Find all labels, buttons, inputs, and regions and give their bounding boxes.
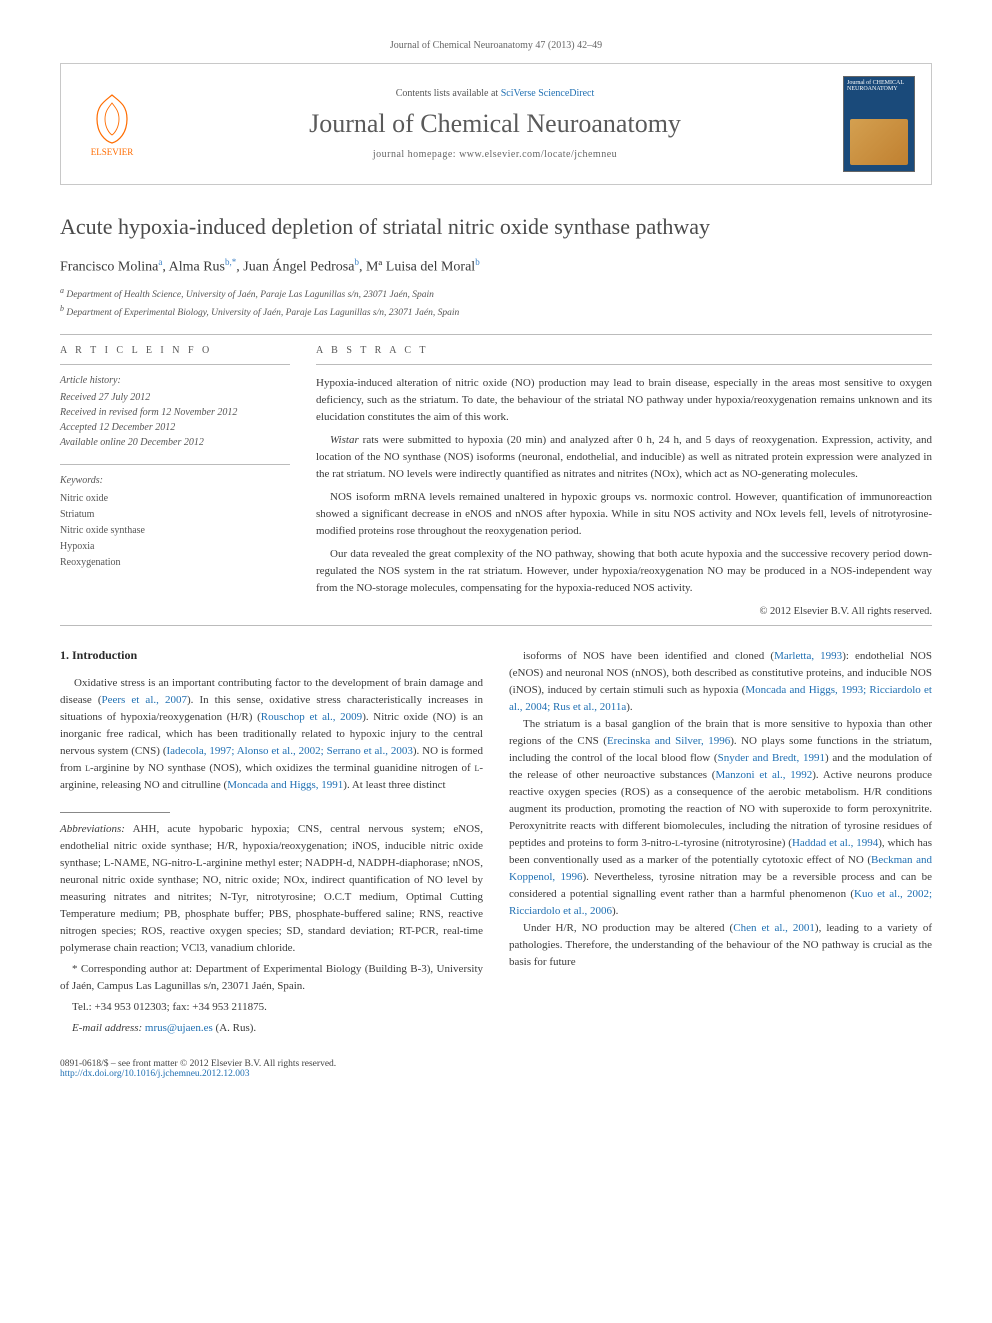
banner-center: Contents lists available at SciVerse Sci… [147,88,843,160]
abstract-label: A B S T R A C T [316,345,932,356]
affil-b: b Department of Experimental Biology, Un… [60,303,932,320]
journal-banner: ELSEVIER Contents lists available at Sci… [60,63,932,185]
history-label: Article history: [60,373,290,388]
homepage-prefix: journal homepage: [373,149,459,160]
running-head: Journal of Chemical Neuroanatomy 47 (201… [60,40,932,51]
footnote-rule [60,812,170,813]
body-para: Under H/R, NO production may be altered … [509,920,932,971]
homepage-line: journal homepage: www.elsevier.com/locat… [159,149,831,160]
history-line: Received in revised form 12 November 201… [60,407,237,418]
keyword: Hypoxia [60,541,94,552]
cover-text: Journal of CHEMICAL NEUROANATOMY [847,80,904,92]
issn-line: 0891-0618/$ – see front matter © 2012 El… [60,1059,336,1069]
author-list: Francisco Molinaa, Alma Rusb,*, Juan Áng… [60,257,932,276]
abstract-column: A B S T R A C T Hypoxia-induced alterati… [316,345,932,617]
doi-link[interactable]: http://dx.doi.org/10.1016/j.jchemneu.201… [60,1069,250,1079]
keyword: Nitric oxide synthase [60,525,145,536]
history-line: Available online 20 December 2012 [60,437,204,448]
abbreviations: Abbreviations: AHH, acute hypobaric hypo… [60,821,483,957]
sciencedirect-link[interactable]: SciVerse ScienceDirect [501,88,595,99]
abstract-copyright: © 2012 Elsevier B.V. All rights reserved… [316,606,932,617]
body-para: Oxidative stress is an important contrib… [60,675,483,794]
footnotes: Abbreviations: AHH, acute hypobaric hypo… [60,821,483,1038]
publisher-name: ELSEVIER [91,147,134,157]
contents-prefix: Contents lists available at [396,88,501,99]
keyword: Striatum [60,509,94,520]
affil-a: a Department of Health Science, Universi… [60,285,932,302]
body-para: The striatum is a basal ganglion of the … [509,716,932,921]
keywords-block: Keywords: Nitric oxide Striatum Nitric o… [60,473,290,571]
history-line: Received 27 July 2012 [60,392,150,403]
section-heading: 1. Introduction [60,648,483,663]
body-para: isoforms of NOS have been identified and… [509,648,932,716]
abstract-para: Our data revealed the great complexity o… [316,546,932,597]
article-info-column: A R T I C L E I N F O Article history: R… [60,345,290,617]
keyword: Nitric oxide [60,493,108,504]
keyword: Reoxygenation [60,557,121,568]
contact-email: E-mail address: mrus@ujaen.es (A. Rus). [60,1020,483,1037]
body-two-columns: 1. Introduction Oxidative stress is an i… [60,648,932,1042]
abstract-text: Hypoxia-induced alteration of nitric oxi… [316,375,932,598]
divider [60,334,932,335]
contents-line: Contents lists available at SciVerse Sci… [159,88,831,99]
email-link[interactable]: mrus@ujaen.es [145,1022,213,1034]
keywords-label: Keywords: [60,473,290,489]
journal-title: Journal of Chemical Neuroanatomy [159,109,831,139]
homepage-url: www.elsevier.com/locate/jchemneu [459,149,617,160]
abstract-para: NOS isoform mRNA levels remained unalter… [316,489,932,540]
divider [60,625,932,626]
article-title: Acute hypoxia-induced depletion of stria… [60,213,932,241]
contact-tel: Tel.: +34 953 012303; fax: +34 953 21187… [60,999,483,1016]
page-footer: 0891-0618/$ – see front matter © 2012 El… [60,1059,932,1079]
thin-rule [60,464,290,465]
thin-rule [316,364,932,365]
history-line: Accepted 12 December 2012 [60,422,175,433]
abstract-para: Wistar rats were submitted to hypoxia (2… [316,432,932,483]
thin-rule [60,364,290,365]
article-history: Article history: Received 27 July 2012 R… [60,373,290,450]
corresponding-author: * Corresponding author at: Department of… [60,961,483,995]
elsevier-logo: ELSEVIER [77,84,147,164]
affiliations: a Department of Health Science, Universi… [60,285,932,320]
abstract-para: Hypoxia-induced alteration of nitric oxi… [316,375,932,426]
journal-cover-thumbnail: Journal of CHEMICAL NEUROANATOMY [843,76,915,172]
article-info-label: A R T I C L E I N F O [60,345,290,356]
